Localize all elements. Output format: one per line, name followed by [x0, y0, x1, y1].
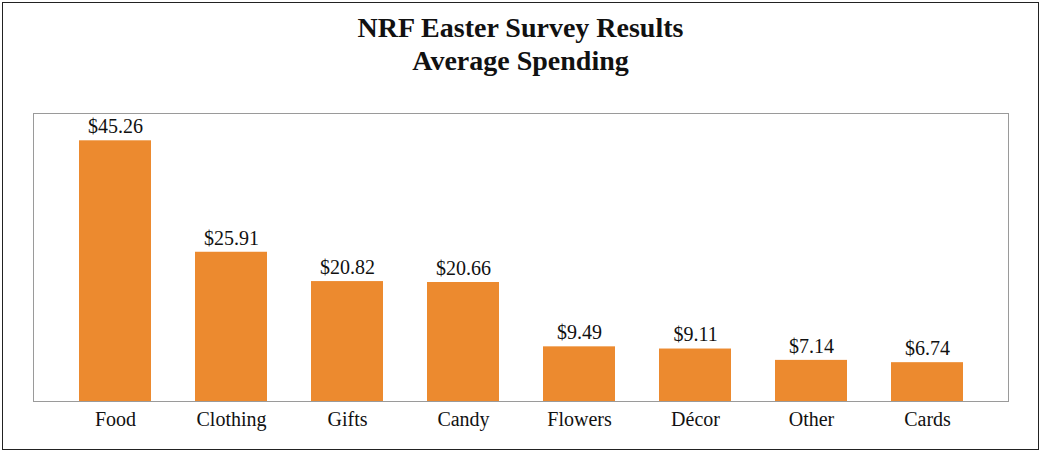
svg-text:Gifts: Gifts [328, 408, 368, 430]
svg-text:Clothing: Clothing [196, 408, 266, 431]
svg-text:Flowers: Flowers [547, 408, 612, 430]
svg-text:Food: Food [95, 408, 136, 430]
svg-text:Décor: Décor [671, 408, 720, 430]
html-text:NRF Easter Survey Results: NRF Easter Survey Results [357, 12, 684, 43]
svg-text:$20.82: $20.82 [320, 256, 375, 278]
svg-text:$9.49: $9.49 [557, 321, 602, 343]
svg-text:Cards: Cards [904, 408, 951, 430]
svg-text:Other: Other [789, 408, 835, 430]
html-text:Average Spending: Average Spending [412, 45, 629, 76]
svg-text:$45.26: $45.26 [88, 115, 143, 137]
svg-text:$7.14: $7.14 [789, 335, 834, 357]
svg-text:$6.74: $6.74 [905, 337, 950, 359]
svg-text:Candy: Candy [437, 408, 489, 431]
svg-text:$20.66: $20.66 [436, 257, 491, 279]
svg-text:$25.91: $25.91 [204, 227, 259, 249]
svg-text:$9.11: $9.11 [673, 323, 717, 345]
